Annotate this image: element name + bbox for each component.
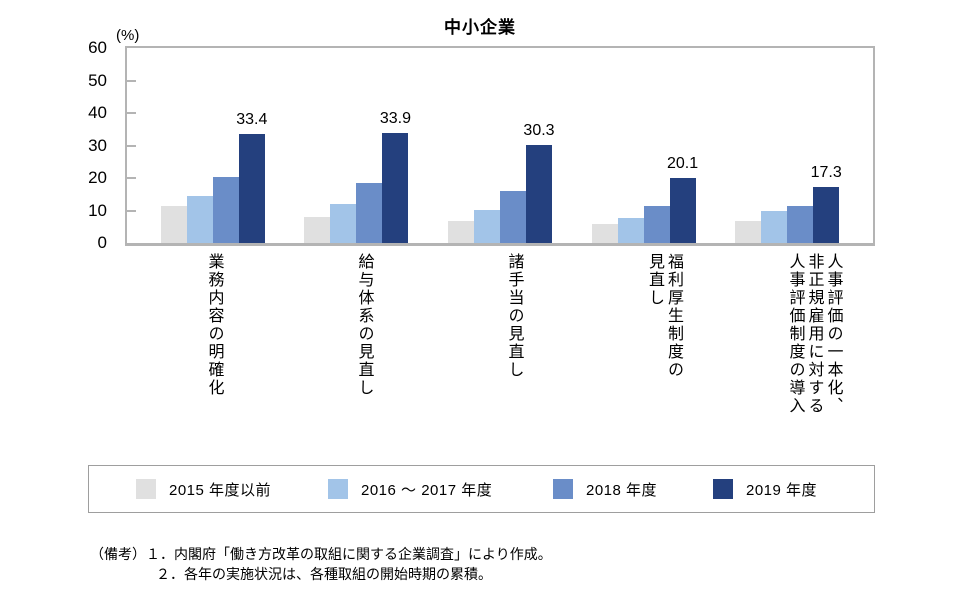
data-label: 33.9 bbox=[379, 109, 411, 127]
bar-group: 33.4 bbox=[141, 48, 285, 243]
bar-series-2019 bbox=[669, 177, 696, 243]
y-axis-unit-label: (%) bbox=[116, 27, 140, 44]
x-axis-labels: 業務内容の明確化 給与体系の見直し 諸手当の見直し 福利厚生制度の 見直し 人事評価の一… bbox=[125, 253, 903, 415]
note-line-2: ２．各年の実施状況は、各種取組の開始時期の累積。 bbox=[156, 566, 492, 582]
category-label: 給与体系の見直し bbox=[355, 253, 373, 397]
legend-item-series-2019: 2019 年度 bbox=[713, 466, 817, 512]
plot-area: 33.4 33.9 30.3 20.1 17.3 bbox=[125, 46, 875, 246]
bar-series-2018 bbox=[499, 191, 526, 243]
bar-groups: 33.4 33.9 30.3 20.1 17.3 bbox=[127, 48, 873, 243]
bar-series-2016-2017 bbox=[617, 217, 644, 243]
notes-prefix: （備考） bbox=[90, 546, 146, 562]
category-label: 福利厚生制度の 見直し bbox=[646, 253, 682, 379]
legend-swatch-icon bbox=[713, 479, 733, 499]
bar-series-2018 bbox=[356, 182, 383, 243]
notes-lines: １．内閣府「働き方改革の取組に関する企業調査」により作成。 ２．各年の実施状況は… bbox=[146, 544, 552, 584]
bar-group: 17.3 bbox=[715, 48, 859, 243]
bar-series-2018 bbox=[643, 206, 670, 243]
data-label: 20.1 bbox=[667, 154, 699, 172]
bar-series-2019 bbox=[382, 132, 409, 243]
data-label: 17.3 bbox=[810, 163, 842, 181]
bar-series-2015 bbox=[447, 220, 474, 243]
bar-cluster: 33.9 bbox=[304, 110, 411, 243]
bar-series-2015 bbox=[591, 224, 618, 243]
legend-label: 2015 年度以前 bbox=[169, 481, 272, 499]
y-tick-label: 50 bbox=[88, 70, 107, 90]
y-tick-label: 60 bbox=[88, 38, 107, 57]
bar-series-2018 bbox=[787, 205, 814, 243]
category-label: 人事評価の一本化、 非正規雇用に対する 人事評価制度の導入 bbox=[786, 253, 842, 415]
legend-swatch-icon bbox=[553, 479, 573, 499]
category-label: 業務内容の明確化 bbox=[205, 253, 223, 397]
bar-group: 20.1 bbox=[572, 48, 716, 243]
category-slot: 人事評価の一本化、 非正規雇用に対する 人事評価制度の導入 bbox=[739, 253, 889, 415]
bar-series-2019 bbox=[525, 144, 552, 243]
notes: （備考） １．内閣府「働き方改革の取組に関する企業調査」により作成。 ２．各年の… bbox=[90, 544, 552, 584]
y-tick-label: 0 bbox=[97, 233, 107, 252]
y-tick-label: 10 bbox=[88, 200, 107, 220]
category-slot: 給与体系の見直し bbox=[289, 253, 439, 415]
bar-series-2016-2017 bbox=[186, 195, 213, 243]
legend-swatch-icon bbox=[328, 479, 348, 499]
category-slot: 業務内容の明確化 bbox=[139, 253, 289, 415]
bar-series-2018 bbox=[212, 177, 239, 243]
bar-group: 33.9 bbox=[285, 48, 429, 243]
bar-cluster: 20.1 bbox=[591, 155, 698, 243]
bar-cluster: 30.3 bbox=[447, 122, 555, 243]
data-label: 33.4 bbox=[236, 111, 268, 129]
legend-item-series-2016-2017: 2016 ～ 2017 年度 bbox=[328, 466, 492, 512]
bar-series-2015 bbox=[160, 206, 187, 243]
y-tick-mark bbox=[127, 79, 136, 82]
bar-series-2019 bbox=[238, 134, 265, 243]
y-tick-label: 30 bbox=[88, 135, 107, 155]
category-slot: 福利厚生制度の 見直し bbox=[589, 253, 739, 415]
chart-title: 中小企業 bbox=[444, 18, 516, 37]
bar-series-2016-2017 bbox=[330, 204, 357, 243]
legend-label: 2018 年度 bbox=[586, 481, 658, 499]
bar-group: 30.3 bbox=[428, 48, 572, 243]
bar-series-2015 bbox=[304, 217, 331, 243]
y-tick-label: 40 bbox=[88, 103, 107, 122]
legend-item-series-2015: 2015 年度以前 bbox=[136, 466, 271, 512]
note-line-1: １．内閣府「働き方改革の取組に関する企業調査」により作成。 bbox=[146, 546, 552, 562]
legend-swatch-icon bbox=[136, 479, 156, 499]
bar-cluster: 17.3 bbox=[735, 164, 842, 243]
legend: 2015 年度以前 2016 ～ 2017 年度 2018 年度 2019 年度 bbox=[88, 465, 875, 513]
legend-item-series-2018: 2018 年度 bbox=[553, 466, 657, 512]
category-label: 諸手当の見直し bbox=[505, 253, 523, 379]
y-tick-mark bbox=[127, 112, 136, 114]
bar-series-2016-2017 bbox=[761, 211, 788, 243]
data-label: 30.3 bbox=[523, 121, 555, 139]
y-tick-mark bbox=[127, 144, 136, 147]
legend-label: 2016 ～ 2017 年度 bbox=[361, 481, 493, 499]
y-tick-mark bbox=[127, 209, 136, 212]
bar-series-2015 bbox=[735, 221, 762, 243]
y-tick-label: 20 bbox=[88, 168, 107, 187]
bar-cluster: 33.4 bbox=[160, 111, 267, 243]
legend-label: 2019 年度 bbox=[746, 481, 818, 499]
y-tick-mark bbox=[127, 177, 136, 179]
bar-series-2019 bbox=[813, 186, 840, 243]
bar-series-2016-2017 bbox=[473, 209, 500, 243]
category-slot: 諸手当の見直し bbox=[439, 253, 589, 415]
